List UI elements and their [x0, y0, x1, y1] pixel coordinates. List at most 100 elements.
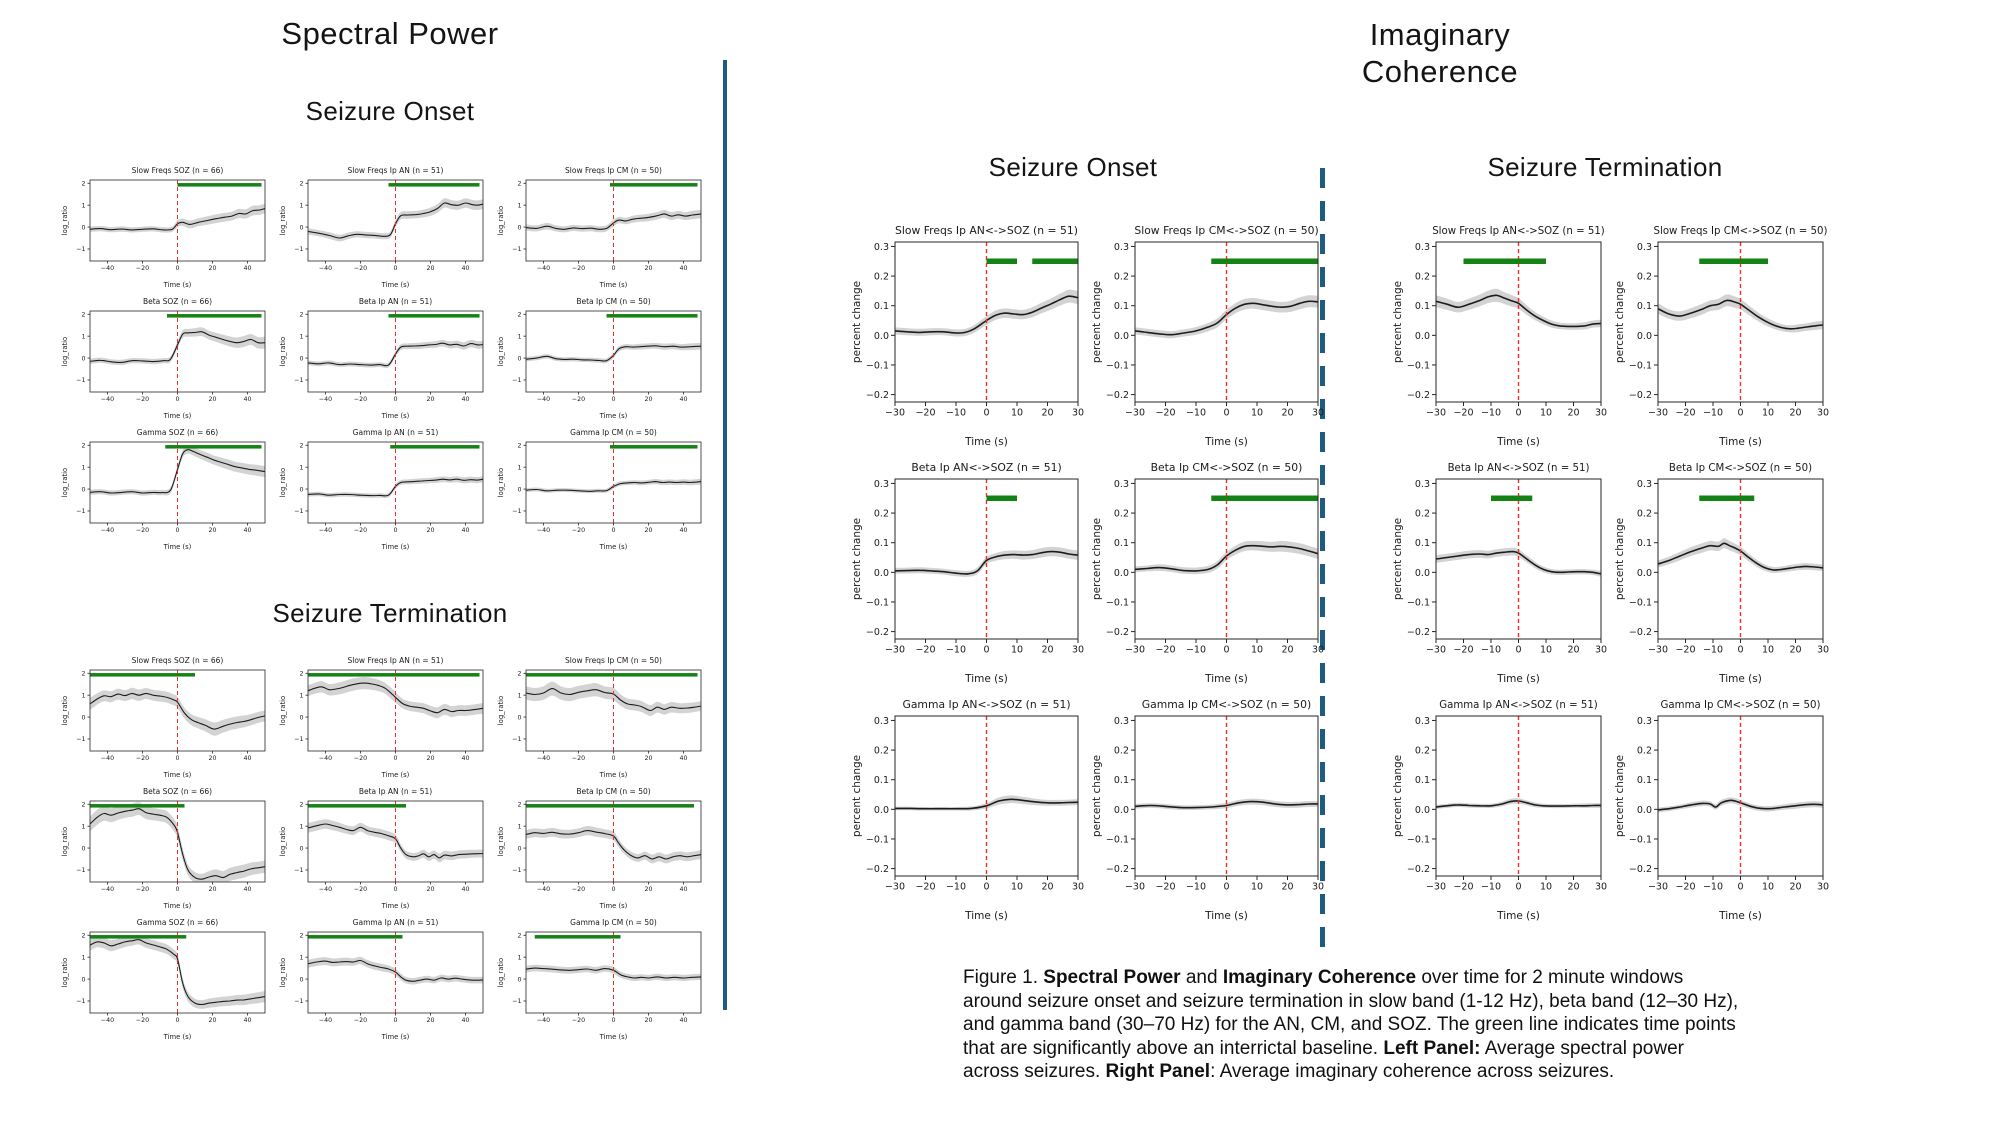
svg-text:0.0: 0.0 — [874, 331, 889, 342]
svg-text:−20: −20 — [354, 527, 367, 534]
svg-text:20: 20 — [1041, 645, 1053, 656]
svg-text:1: 1 — [517, 202, 521, 209]
right-termination-header: Seizure Termination — [1487, 152, 1723, 182]
svg-text:0: 0 — [1223, 408, 1229, 419]
svg-text:20: 20 — [208, 265, 216, 272]
svg-text:0.2: 0.2 — [874, 508, 889, 519]
svg-text:0: 0 — [1737, 882, 1743, 893]
svg-text:Slow Freqs Ip CM (n = 50): Slow Freqs Ip CM (n = 50) — [565, 656, 662, 665]
svg-text:−20: −20 — [354, 265, 367, 272]
svg-text:20: 20 — [208, 755, 216, 762]
svg-text:−20: −20 — [1675, 882, 1695, 893]
plot-cell: −40 −20 0 20 40 2 1 0 −1 Gamma Ip CM (n = 50) Time… — [492, 912, 710, 1043]
svg-text:0: 0 — [1223, 882, 1229, 893]
svg-text:−0.1: −0.1 — [1407, 597, 1430, 608]
svg-text:log_ratio: log_ratio — [279, 958, 287, 987]
plot-cell: −40 −20 0 20 40 2 1 0 −1 Slow Freqs SOZ (n = 66) T… — [56, 160, 274, 291]
svg-text:2: 2 — [81, 181, 85, 188]
svg-text:Time (s): Time (s) — [599, 902, 628, 910]
svg-text:2: 2 — [299, 933, 303, 940]
plot-cell: −40 −20 0 20 40 2 1 0 −1 Gamma Ip CM (n = 50) Time… — [492, 422, 710, 553]
svg-text:Time (s): Time (s) — [163, 771, 192, 779]
svg-text:−40: −40 — [537, 886, 550, 893]
svg-text:0: 0 — [983, 408, 989, 419]
svg-text:20: 20 — [1041, 408, 1053, 419]
svg-text:10: 10 — [1540, 645, 1552, 656]
svg-text:20: 20 — [644, 1017, 652, 1024]
svg-text:0: 0 — [1223, 645, 1229, 656]
svg-text:log_ratio: log_ratio — [279, 827, 287, 856]
svg-text:30: 30 — [1595, 408, 1607, 419]
svg-text:Gamma Ip CM<->SOZ (n = 50): Gamma Ip CM<->SOZ (n = 50) — [1661, 700, 1821, 711]
svg-text:Time (s): Time (s) — [163, 1033, 192, 1041]
svg-text:20: 20 — [644, 396, 652, 403]
svg-text:Time (s): Time (s) — [1204, 436, 1248, 448]
plot-beta-ip-cm-n-50: −40 −20 0 20 40 2 1 0 −1 Beta Ip CM (n = 50) Time … — [497, 297, 702, 420]
svg-text:−1: −1 — [76, 246, 85, 253]
svg-text:−20: −20 — [1453, 408, 1473, 419]
svg-text:0.3: 0.3 — [1637, 716, 1652, 727]
svg-text:−30: −30 — [1426, 645, 1446, 656]
svg-text:−0.2: −0.2 — [866, 864, 889, 875]
svg-text:10: 10 — [1011, 882, 1023, 893]
plot-cell: −30 −20 −10 0 10 20 30 0.3 0.2 0.1 0.0 −0.1 −0.2 Beta… — [1085, 449, 1325, 686]
plot-gamma-ip-cm-n-50: −40 −20 0 20 40 2 1 0 −1 Gamma Ip CM (n = 50) Time… — [497, 428, 702, 551]
svg-text:20: 20 — [208, 527, 216, 534]
svg-text:0: 0 — [611, 396, 615, 403]
svg-text:Slow Freqs SOZ (n = 66): Slow Freqs SOZ (n = 66) — [132, 166, 224, 175]
svg-text:Time (s): Time (s) — [964, 910, 1008, 922]
svg-text:1: 1 — [81, 692, 85, 699]
svg-text:percent change: percent change — [1091, 755, 1103, 837]
svg-text:−30: −30 — [1648, 645, 1668, 656]
svg-text:−0.1: −0.1 — [866, 834, 889, 845]
svg-text:2: 2 — [517, 443, 521, 450]
svg-text:20: 20 — [1789, 408, 1801, 419]
svg-text:−0.1: −0.1 — [1407, 360, 1430, 371]
panel-divider-line — [723, 60, 727, 1010]
svg-text:2: 2 — [517, 312, 521, 319]
svg-text:−40: −40 — [101, 1017, 114, 1024]
svg-text:1: 1 — [299, 202, 303, 209]
svg-text:−40: −40 — [319, 527, 332, 534]
svg-text:−20: −20 — [572, 396, 585, 403]
svg-text:40: 40 — [461, 527, 469, 534]
svg-text:0.1: 0.1 — [1114, 775, 1129, 786]
svg-text:0.3: 0.3 — [1114, 716, 1129, 727]
svg-text:−10: −10 — [1186, 882, 1206, 893]
svg-text:Beta Ip AN<->SOZ (n = 51): Beta Ip AN<->SOZ (n = 51) — [911, 461, 1061, 474]
svg-text:20: 20 — [644, 527, 652, 534]
plot-slow-freqs-ip-an-soz-n-51: −30 −20 −10 0 10 20 30 0.3 0.2 0.1 0.0 −0.1 −0.2 Slow… — [1392, 226, 1607, 448]
svg-text:−20: −20 — [136, 755, 149, 762]
plot-slow-freqs-ip-cm-soz-n-50: −30 −20 −10 0 10 20 30 0.3 0.2 0.1 0.0 −0.1 −0.2 Slow… — [1614, 226, 1829, 448]
svg-text:0: 0 — [1515, 645, 1521, 656]
svg-text:−30: −30 — [885, 645, 905, 656]
plot-beta-ip-cm-soz-n-50: −30 −20 −10 0 10 20 30 0.3 0.2 0.1 0.0 −0.1 −0.2 Beta… — [1614, 463, 1829, 685]
svg-text:0: 0 — [393, 396, 397, 403]
svg-text:−20: −20 — [136, 265, 149, 272]
svg-text:2: 2 — [299, 181, 303, 188]
svg-text:0.2: 0.2 — [1114, 271, 1129, 282]
svg-text:Time (s): Time (s) — [1496, 436, 1540, 448]
svg-text:Slow Freqs SOZ (n = 66): Slow Freqs SOZ (n = 66) — [132, 656, 224, 665]
plot-cell: −30 −20 −10 0 10 20 30 0.3 0.2 0.1 0.0 −0.1 −0.2 Gamm… — [1386, 686, 1608, 923]
svg-text:40: 40 — [461, 265, 469, 272]
svg-text:0.0: 0.0 — [1637, 568, 1652, 579]
svg-text:40: 40 — [243, 1017, 251, 1024]
svg-text:30: 30 — [1817, 645, 1829, 656]
svg-text:1: 1 — [81, 333, 85, 340]
svg-text:20: 20 — [426, 755, 434, 762]
svg-text:−0.2: −0.2 — [1629, 864, 1652, 875]
svg-text:−1: −1 — [76, 508, 85, 515]
svg-text:Time (s): Time (s) — [381, 281, 410, 289]
svg-text:0.1: 0.1 — [1114, 301, 1129, 312]
svg-text:Time (s): Time (s) — [163, 412, 192, 420]
svg-text:0.3: 0.3 — [1637, 242, 1652, 253]
svg-text:−1: −1 — [512, 736, 521, 743]
plot-cell: −40 −20 0 20 40 2 1 0 −1 Beta Ip CM (n = 50) Time … — [492, 291, 710, 422]
svg-text:0: 0 — [393, 755, 397, 762]
plot-cell: −30 −20 −10 0 10 20 30 0.3 0.2 0.1 0.0 −0.1 −0.2 Beta… — [845, 449, 1085, 686]
svg-text:−30: −30 — [1125, 408, 1145, 419]
svg-text:percent change: percent change — [1614, 755, 1626, 837]
svg-text:Time (s): Time (s) — [1496, 673, 1540, 685]
svg-text:−0.2: −0.2 — [1106, 627, 1129, 638]
